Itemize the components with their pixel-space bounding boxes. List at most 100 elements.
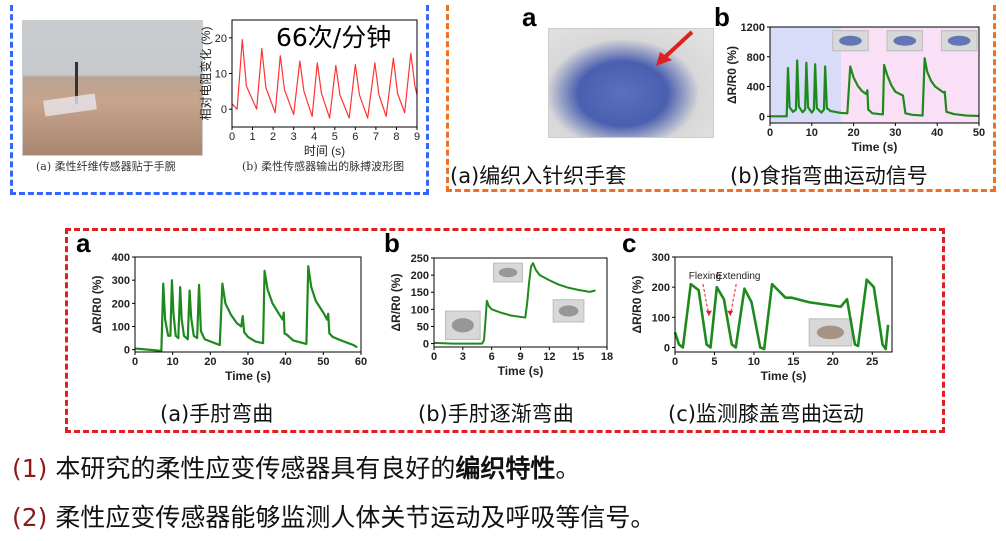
y-axis-label: ΔR/R0 (%)	[630, 276, 644, 334]
x-tick-label: 7	[373, 131, 379, 143]
x-tick-label: 0	[672, 356, 678, 368]
x-tick-label: 8	[393, 131, 399, 143]
annotation-arrowhead	[727, 310, 734, 316]
x-tick-label: 10	[748, 356, 760, 368]
inset-photo-subject	[498, 267, 518, 278]
y-axis-label: ΔR/R0 (%)	[90, 276, 104, 334]
x-axis-label: Time (s)	[852, 140, 898, 154]
y-tick-label: 100	[652, 312, 670, 324]
y-tick-label: 400	[747, 82, 765, 94]
plot-frame	[769, 26, 980, 124]
panel-label-b: b	[714, 2, 730, 32]
panel-label-a: a	[522, 2, 537, 32]
x-axis-label: Time (s)	[225, 369, 271, 383]
conclusion-number: (2)	[12, 503, 48, 532]
caption-glove: (a)编织入针织手套	[450, 164, 627, 188]
x-tick-label: 10	[167, 356, 179, 368]
x-tick-label: 0	[767, 127, 773, 139]
caption-elbow-gradual: (b)手肘逐渐弯曲	[418, 402, 574, 426]
x-axis-label: Time (s)	[498, 364, 544, 378]
inset-photo-subject	[451, 318, 474, 333]
x-tick-label: 3	[460, 351, 466, 363]
y-tick-label: 400	[112, 252, 130, 264]
x-tick-label: 30	[889, 127, 901, 139]
x-tick-label: 4	[311, 131, 317, 143]
elbow-chart: 0 10 20 30 40 50 60 0 100 200 300 400 Time (s) ΔR/R0 …	[90, 252, 367, 383]
x-tick-label: 10	[806, 127, 818, 139]
y-tick-label: 250	[411, 253, 429, 265]
x-tick-label: 9	[414, 131, 420, 143]
glove-photo	[548, 28, 714, 138]
conclusion-text: 本研究的柔性应变传感器具有良好的	[55, 454, 456, 483]
elbow-gradual-chart: 0 3 6 9 12 15 18 0 50 100 150 200 250 Time (s) ΔR/R0 (…	[389, 253, 613, 378]
y-axis-label: ΔR/R0 (%)	[725, 46, 739, 104]
photo-caption: (a) 柔性纤维传感器贴于手腕	[36, 160, 176, 173]
x-tick-label: 40	[931, 127, 943, 139]
plot-frame	[674, 256, 893, 353]
data-series-line	[433, 262, 596, 345]
caption-finger-signal: (b)食指弯曲运动信号	[730, 164, 928, 188]
y-tick-label: 200	[112, 298, 130, 310]
x-tick-label: 0	[229, 131, 235, 143]
y-axis-label: ΔR/R0 (%)	[389, 274, 403, 332]
pulse-rate-label: 66次/分钟	[276, 23, 392, 52]
y-tick-label: 50	[417, 321, 429, 333]
wrist-band	[75, 62, 78, 104]
x-tick-label: 40	[280, 356, 292, 368]
y-tick-label: 100	[112, 322, 130, 334]
chart-caption: (b) 柔性传感器输出的脉搏波形图	[242, 160, 405, 173]
annotation-arrow	[729, 283, 737, 316]
pulse-chart: 0 1 2 3 4 5 6 7 8 9 0 10 20 时间 (s) 相对电阻变化 (%)	[198, 19, 420, 158]
finger-chart: 0 10 20 30 40 50 0 400 800 1200 Time (s) ΔR/R0 (%)	[725, 22, 985, 154]
knee-chart: 0 5 10 15 20 25 0 100 200 300 Time (s) ΔR/R0 (%) Fle…	[630, 252, 893, 383]
x-tick-label: 18	[601, 351, 613, 363]
conclusion-1: (1) 本研究的柔性应变传感器具有良好的编织特性。	[12, 449, 580, 485]
y-tick-label: 10	[215, 69, 227, 81]
conclusion-2: (2) 柔性应变传感器能够监测人体关节运动及呼吸等信号。	[12, 498, 655, 534]
x-tick-label: 6	[489, 351, 495, 363]
y-tick-label: 300	[112, 275, 130, 287]
joint-figure-frame	[65, 228, 945, 433]
x-tick-label: 6	[352, 131, 358, 143]
inset-photo-subject	[839, 35, 862, 46]
x-tick-label: 15	[572, 351, 584, 363]
caption-elbow: (a)手肘弯曲	[160, 402, 274, 426]
conclusion-text: 柔性应变传感器能够监测人体关节运动及呼吸等信号。	[55, 503, 656, 532]
x-tick-label: 3	[291, 131, 297, 143]
x-tick-label: 25	[866, 356, 878, 368]
caption-knee: (c)监测膝盖弯曲运动	[668, 402, 864, 426]
y-tick-label: 20	[215, 33, 227, 45]
conclusion-number: (1)	[12, 454, 48, 483]
panel-label-c: c	[622, 228, 637, 258]
annotation-arrowhead	[705, 310, 712, 316]
x-tick-label: 20	[204, 356, 216, 368]
annotation-arrow	[702, 283, 710, 316]
data-series-line	[231, 39, 418, 119]
x-tick-label: 5	[332, 131, 338, 143]
wrist-sensor-photo	[22, 20, 203, 156]
x-tick-label: 15	[787, 356, 799, 368]
y-tick-label: 0	[221, 104, 227, 116]
x-tick-label: 60	[355, 356, 367, 368]
x-tick-label: 2	[270, 131, 276, 143]
x-tick-label: 20	[847, 127, 859, 139]
y-tick-label: 200	[652, 282, 670, 294]
data-series-line	[770, 57, 980, 118]
inset-photo-subject	[893, 35, 917, 46]
y-tick-label: 100	[411, 304, 429, 316]
x-axis-label: Time (s)	[761, 369, 807, 383]
y-tick-label: 200	[411, 270, 429, 282]
inset-photo-subject	[558, 305, 579, 317]
inset-photo-subject	[816, 325, 845, 340]
y-tick-label: 300	[652, 252, 670, 264]
y-axis-label: 相对电阻变化 (%)	[198, 26, 213, 120]
x-axis-label: 时间 (s)	[304, 144, 345, 158]
y-tick-label: 1200	[741, 22, 765, 34]
annotation-label: Flexing	[689, 271, 721, 282]
x-tick-label: 12	[543, 351, 555, 363]
x-tick-label: 50	[973, 127, 985, 139]
data-series-line	[673, 278, 890, 351]
panel-label-a: a	[76, 228, 91, 258]
y-tick-label: 0	[124, 345, 130, 357]
